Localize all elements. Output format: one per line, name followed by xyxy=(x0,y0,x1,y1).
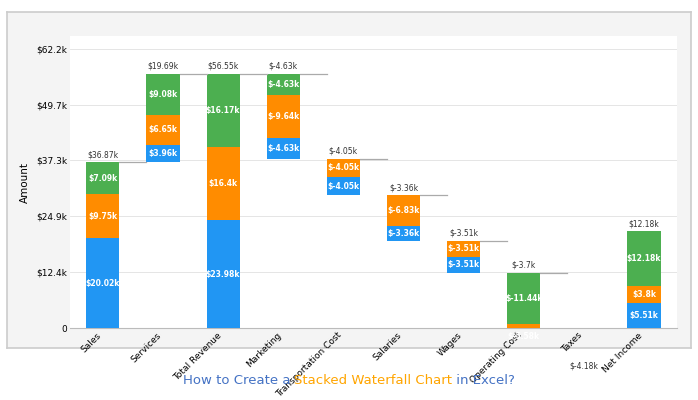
Y-axis label: Amount: Amount xyxy=(20,162,30,202)
Text: $-4.05k: $-4.05k xyxy=(327,164,359,172)
Text: $-3.51k: $-3.51k xyxy=(447,244,480,254)
Bar xyxy=(387,195,420,226)
Bar xyxy=(207,220,239,328)
Bar xyxy=(267,138,299,159)
Bar xyxy=(327,159,360,177)
Text: $9.75k: $9.75k xyxy=(89,212,117,221)
Bar xyxy=(147,115,179,145)
Bar xyxy=(387,226,420,241)
Text: $16.17k: $16.17k xyxy=(206,106,240,115)
Text: $-5.46k: $-5.46k xyxy=(567,382,600,391)
Text: $-5.58k: $-5.58k xyxy=(507,357,540,366)
Bar xyxy=(447,257,480,272)
Bar xyxy=(628,303,660,328)
Bar xyxy=(267,95,299,138)
Bar xyxy=(267,74,299,95)
Bar xyxy=(628,286,660,303)
Text: $-4.05k: $-4.05k xyxy=(329,147,358,156)
Bar xyxy=(327,177,360,195)
Text: $-3.36k: $-3.36k xyxy=(389,183,418,192)
Bar xyxy=(87,194,119,238)
Text: $5.51k: $5.51k xyxy=(630,311,658,320)
Text: $-5.58k: $-5.58k xyxy=(507,332,540,341)
Bar xyxy=(507,272,540,324)
Text: $56.55k: $56.55k xyxy=(207,62,239,71)
Text: $-6.83k: $-6.83k xyxy=(387,206,419,215)
Text: $12.18k: $12.18k xyxy=(629,219,660,228)
Bar xyxy=(87,238,119,328)
Text: $12.18k: $12.18k xyxy=(627,254,661,263)
Text: $7.09k: $7.09k xyxy=(88,174,117,183)
Bar xyxy=(628,232,660,286)
Text: How to Create a Stacked Waterfall Chart in Excel?: How to Create a Stacked Waterfall Chart … xyxy=(0,399,1,400)
Text: How to Create a: How to Create a xyxy=(183,374,295,386)
Bar xyxy=(567,399,600,400)
Text: $-4.63k: $-4.63k xyxy=(267,80,299,89)
Text: $-4.18k: $-4.18k xyxy=(570,362,598,371)
Text: $-3.36k: $-3.36k xyxy=(387,229,419,238)
Bar xyxy=(207,74,239,147)
Text: $-3.51k: $-3.51k xyxy=(449,229,478,238)
Text: $9.08k: $9.08k xyxy=(149,90,177,99)
Text: $-9.64k: $-9.64k xyxy=(267,112,299,121)
Bar xyxy=(147,74,179,115)
Text: $-11.44k: $-11.44k xyxy=(505,294,542,303)
Text: $36.87k: $36.87k xyxy=(87,150,119,159)
Text: $-3.7k: $-3.7k xyxy=(512,260,536,270)
Text: $-4.63k: $-4.63k xyxy=(267,144,299,153)
Bar xyxy=(147,145,179,162)
Text: $3.96k: $3.96k xyxy=(149,149,177,158)
Text: $-4.05k: $-4.05k xyxy=(327,182,359,191)
Text: $16.4k: $16.4k xyxy=(209,179,238,188)
Bar xyxy=(567,374,600,399)
Text: $3.8k: $3.8k xyxy=(632,290,656,299)
Bar xyxy=(447,241,480,257)
Text: $-3.51k: $-3.51k xyxy=(447,260,480,269)
Text: $6.65k: $6.65k xyxy=(149,125,177,134)
Text: $20.02k: $20.02k xyxy=(86,278,120,288)
Text: $-4.63k: $-4.63k xyxy=(269,62,298,71)
Bar xyxy=(507,324,540,349)
Text: Stacked Waterfall Chart: Stacked Waterfall Chart xyxy=(295,374,452,386)
Text: $19.69k: $19.69k xyxy=(147,62,179,71)
Text: in Excel?: in Excel? xyxy=(452,374,515,386)
Bar xyxy=(87,162,119,194)
Bar xyxy=(507,349,540,374)
Bar xyxy=(207,147,239,220)
Text: $23.98k: $23.98k xyxy=(206,270,240,279)
